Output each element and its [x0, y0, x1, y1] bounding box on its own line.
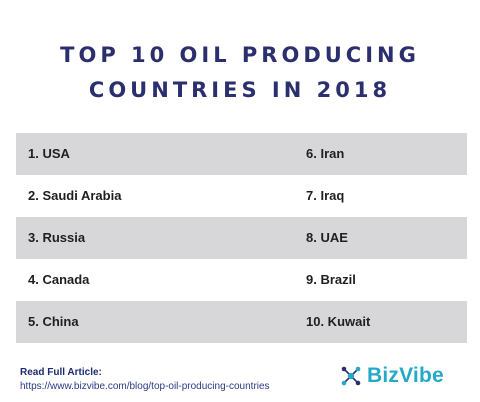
- read-article-label: Read Full Article:: [20, 367, 102, 378]
- rank-cell: 7. Iraq: [306, 188, 345, 203]
- rank-cell: 3. Russia: [28, 230, 86, 245]
- page-title: TOP 10 OIL PRODUCING COUNTRIES IN 2018: [0, 38, 480, 108]
- article-footer: Read Full Article: https://www.bizvibe.c…: [20, 366, 270, 394]
- rank-cell: 5. China: [28, 314, 79, 329]
- article-link[interactable]: https://www.bizvibe.com/blog/top-oil-pro…: [20, 381, 270, 392]
- rank-cell: 4. Canada: [28, 272, 90, 287]
- ranking-table: 1. USA 6. Iran 2. Saudi Arabia 7. Iraq 3…: [16, 133, 467, 343]
- title-line-2: COUNTRIES IN 2018: [88, 78, 392, 102]
- rank-cell: 2. Saudi Arabia: [28, 188, 122, 203]
- table-row: 2. Saudi Arabia 7. Iraq: [16, 175, 467, 217]
- title-line-1: TOP 10 OIL PRODUCING: [60, 43, 420, 67]
- rank-cell: 9. Brazil: [306, 272, 356, 287]
- brand-name: BizVibe: [367, 364, 444, 387]
- table-row: 3. Russia 8. UAE: [16, 217, 467, 259]
- network-nodes-icon: [340, 365, 362, 387]
- rank-cell: 10. Kuwait: [306, 314, 371, 329]
- rank-cell: 6. Iran: [306, 146, 345, 161]
- table-row: 4. Canada 9. Brazil: [16, 259, 467, 301]
- table-row: 5. China 10. Kuwait: [16, 301, 467, 343]
- rank-cell: 1. USA: [28, 146, 70, 161]
- table-row: 1. USA 6. Iran: [16, 133, 467, 175]
- bizvibe-logo[interactable]: BizVibe: [340, 362, 444, 390]
- rank-cell: 8. UAE: [306, 230, 348, 245]
